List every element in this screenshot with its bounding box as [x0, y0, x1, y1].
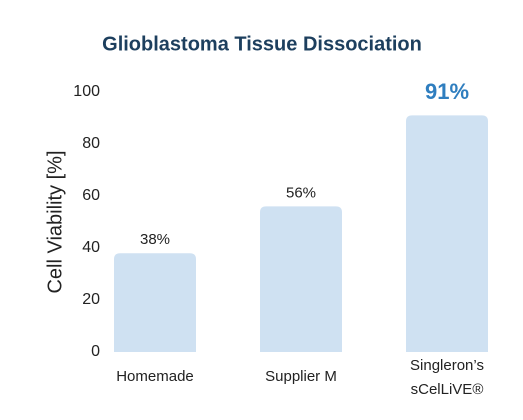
value-label: 38%	[140, 231, 170, 248]
value-label: 91%	[425, 79, 469, 104]
chart-title: Glioblastoma Tissue Dissociation	[102, 33, 422, 55]
bar	[260, 206, 342, 352]
bar	[114, 253, 196, 352]
x-tick-label: Singleron’s sCelLiVE®	[410, 357, 484, 398]
y-tick-label: 60	[82, 187, 100, 204]
y-tick-label: 40	[82, 239, 100, 256]
y-tick-label: 0	[91, 343, 100, 360]
y-tick-label: 20	[82, 291, 100, 308]
x-tick-label: Supplier M	[265, 368, 337, 385]
y-tick-label: 100	[73, 83, 100, 100]
y-axis-label: Cell Viability [%]	[44, 150, 66, 293]
x-tick-label: Homemade	[116, 368, 194, 385]
bar	[406, 115, 488, 353]
y-tick-label: 80	[82, 135, 100, 152]
value-label: 56%	[286, 184, 316, 201]
